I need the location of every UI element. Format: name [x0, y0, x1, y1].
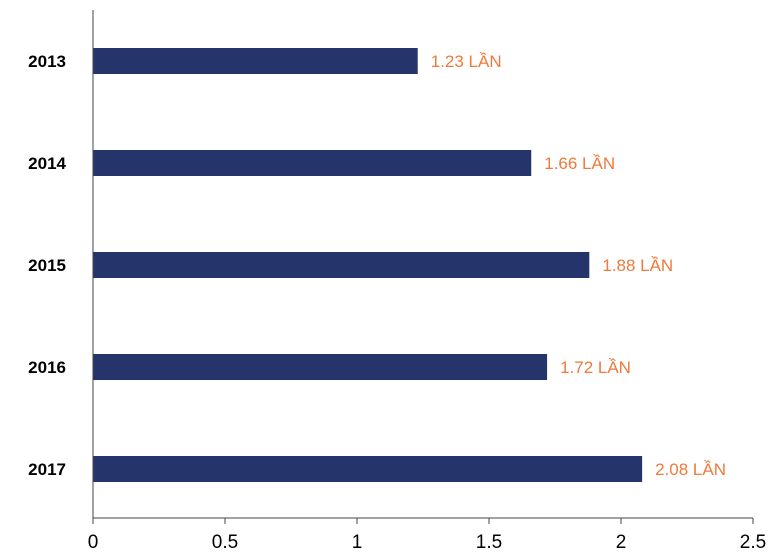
data-label: 2.08 LẦN [655, 460, 726, 479]
category-label: 2016 [28, 358, 66, 377]
x-tick-label: 0.5 [212, 532, 238, 553]
category-label: 2015 [28, 256, 66, 275]
bar-2016 [93, 354, 548, 380]
x-ticks-layer: 0 0.5 1 1.5 2 2.5 [88, 518, 766, 553]
category-label: 2014 [28, 154, 66, 173]
category-label: 2017 [28, 460, 66, 479]
bar-2013 [93, 48, 418, 74]
data-label: 1.66 LẦN [544, 154, 615, 173]
bars-layer [93, 48, 643, 482]
bar-2014 [93, 150, 532, 176]
x-tick-label: 1.5 [476, 532, 502, 553]
x-tick-label: 2 [616, 532, 627, 553]
category-label: 2013 [28, 52, 66, 71]
data-label: 1.23 LẦN [431, 52, 502, 71]
data-label: 1.72 LẦN [560, 358, 631, 377]
bar-2015 [93, 252, 590, 278]
axis-layer [92, 10, 753, 519]
labels-layer: 2013 1.23 LẦN 2014 1.66 LẦN 2015 1.88 LẦN 2016… [28, 52, 726, 479]
data-label: 1.88 LẦN [602, 256, 673, 275]
bar-2017 [93, 456, 643, 482]
x-tick-label: 2.5 [740, 532, 766, 553]
x-tick-label: 0 [88, 532, 99, 553]
x-tick-label: 1 [352, 532, 363, 553]
